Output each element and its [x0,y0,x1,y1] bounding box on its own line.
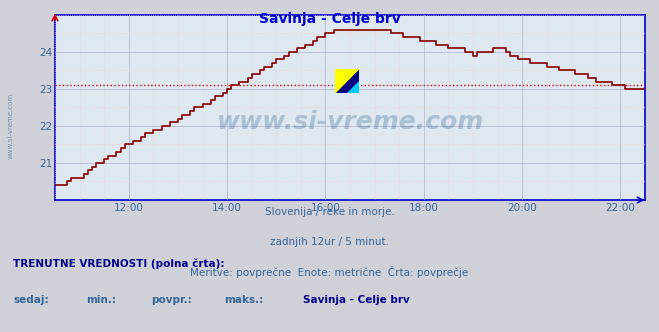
Text: Slovenija / reke in morje.: Slovenija / reke in morje. [264,207,395,217]
Text: TRENUTNE VREDNOSTI (polna črta):: TRENUTNE VREDNOSTI (polna črta): [13,259,225,270]
Text: zadnjih 12ur / 5 minut.: zadnjih 12ur / 5 minut. [270,236,389,247]
Text: sedaj:: sedaj: [13,295,49,305]
Text: min.:: min.: [86,295,116,305]
Text: Savinja - Celje brv: Savinja - Celje brv [258,12,401,26]
Polygon shape [335,69,359,93]
Polygon shape [335,69,359,93]
Text: www.si-vreme.com: www.si-vreme.com [216,110,484,134]
Polygon shape [347,81,359,93]
Text: Meritve: povprečne  Enote: metrične  Črta: povprečje: Meritve: povprečne Enote: metrične Črta:… [190,266,469,279]
Text: www.si-vreme.com: www.si-vreme.com [8,93,14,159]
Text: povpr.:: povpr.: [152,295,192,305]
Text: Savinja - Celje brv: Savinja - Celje brv [303,295,410,305]
Text: maks.:: maks.: [224,295,264,305]
